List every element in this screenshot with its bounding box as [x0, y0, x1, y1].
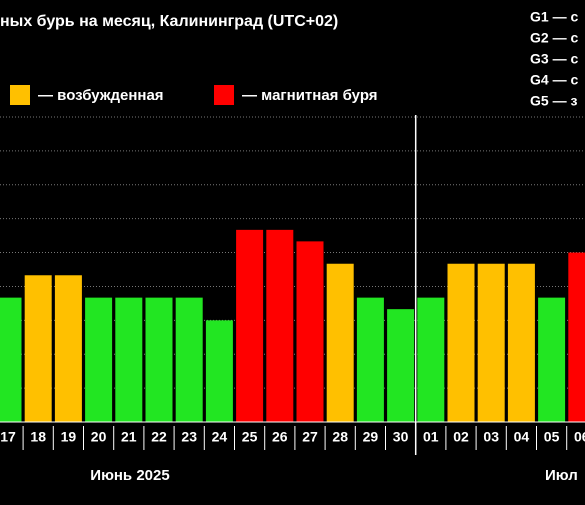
bar — [507, 263, 535, 422]
bar — [387, 309, 415, 422]
bar — [0, 297, 22, 422]
legend-label: — магнитная буря — [242, 87, 378, 104]
bar — [54, 275, 82, 422]
bar — [115, 297, 143, 422]
bar — [145, 297, 173, 422]
legend-swatch — [10, 85, 30, 105]
scale-note: G1 — с — [530, 9, 578, 25]
x-tick-label: 27 — [302, 429, 318, 445]
bar — [326, 263, 354, 422]
scale-note: G3 — с — [530, 51, 578, 67]
scale-note: G4 — с — [530, 72, 578, 88]
x-tick-label: 24 — [212, 429, 228, 445]
bar — [296, 241, 324, 422]
x-tick-label: 28 — [332, 429, 348, 445]
bar — [24, 275, 52, 422]
bar — [266, 229, 294, 422]
x-tick-label: 30 — [393, 429, 409, 445]
bar — [417, 297, 445, 422]
bar — [568, 252, 585, 422]
x-tick-label: 06 — [574, 429, 585, 445]
bar — [236, 229, 264, 422]
bar — [447, 263, 475, 422]
scale-note: G5 — з — [530, 93, 577, 109]
x-tick-label: 23 — [181, 429, 197, 445]
x-tick-label: 03 — [483, 429, 499, 445]
scale-note: G2 — с — [530, 30, 578, 46]
x-tick-label: 25 — [242, 429, 258, 445]
x-tick-label: 21 — [121, 429, 137, 445]
legend-label: — возбужденная — [38, 87, 164, 104]
x-tick-label: 26 — [272, 429, 288, 445]
x-tick-label: 04 — [514, 429, 530, 445]
bar — [356, 297, 384, 422]
x-tick-label: 29 — [363, 429, 379, 445]
x-tick-label: 01 — [423, 429, 439, 445]
month-label: Июнь 2025 — [90, 467, 169, 484]
month-label: Июл — [545, 467, 578, 484]
bar — [85, 297, 113, 422]
x-tick-label: 02 — [453, 429, 469, 445]
legend-swatch — [214, 85, 234, 105]
bar — [538, 297, 566, 422]
x-tick-label: 22 — [151, 429, 167, 445]
x-tick-label: 17 — [0, 429, 16, 445]
x-tick-label: 05 — [544, 429, 560, 445]
bar — [175, 297, 203, 422]
bar — [477, 263, 505, 422]
chart-title: ных бурь на месяц, Калининград (UTC+02) — [0, 13, 338, 30]
x-tick-label: 19 — [61, 429, 77, 445]
x-tick-label: 20 — [91, 429, 107, 445]
bar — [205, 320, 233, 422]
x-tick-label: 18 — [30, 429, 46, 445]
